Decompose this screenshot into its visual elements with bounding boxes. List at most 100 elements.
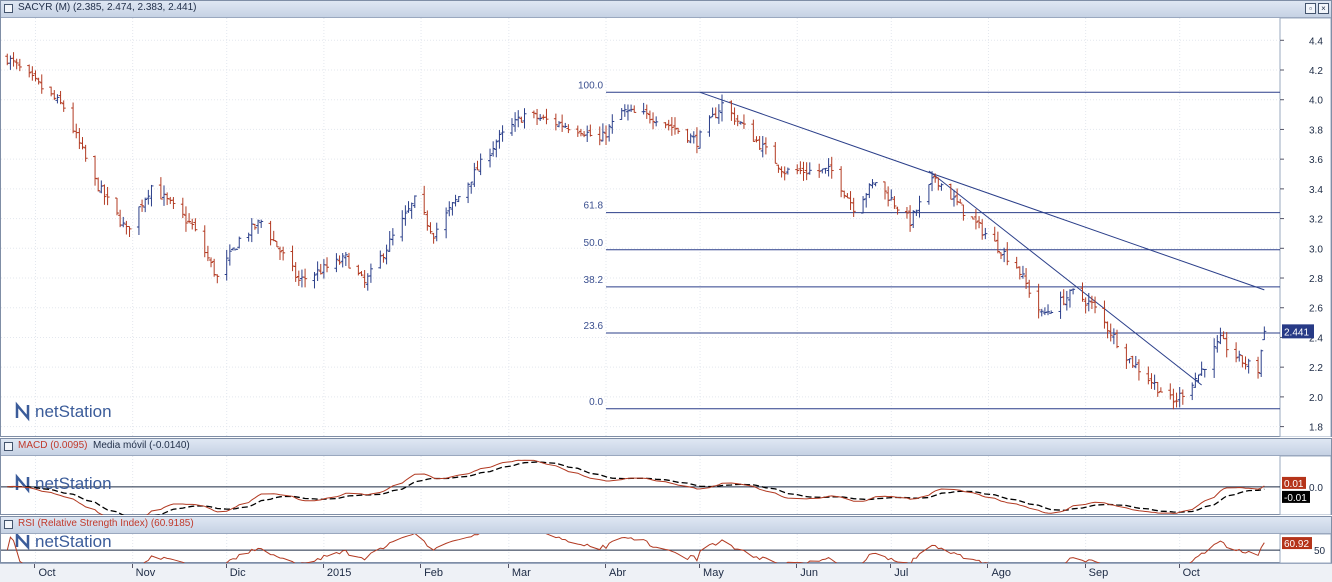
ohlc-bar bbox=[1171, 388, 1176, 410]
y-tick-label: 3.8 bbox=[1309, 125, 1323, 136]
ohlc-bar bbox=[973, 209, 978, 230]
ohlc-bar bbox=[1014, 256, 1019, 269]
ohlc-bar bbox=[930, 171, 935, 192]
ohlc-bar bbox=[36, 77, 41, 85]
trendline bbox=[928, 170, 1202, 386]
ohlc-bar bbox=[431, 232, 436, 244]
ohlc-bar bbox=[861, 196, 866, 214]
ohlc-bar bbox=[600, 123, 605, 142]
ohlc-bar bbox=[804, 162, 809, 181]
ohlc-bar bbox=[143, 197, 148, 213]
ohlc-bar bbox=[823, 167, 828, 174]
ohlc-bar bbox=[908, 205, 913, 232]
x-axis-tick bbox=[507, 564, 509, 568]
ohlc-bar bbox=[259, 219, 264, 228]
ohlc-bar bbox=[368, 263, 373, 283]
ohlc-bar bbox=[215, 274, 220, 284]
y-tick-label: 2.0 bbox=[1309, 393, 1323, 404]
y-tick-label: 2.4 bbox=[1309, 333, 1323, 344]
ohlc-bar bbox=[1105, 321, 1110, 339]
panel-icon[interactable] bbox=[4, 520, 13, 529]
ohlc-bar bbox=[180, 197, 185, 219]
ohlc-bar bbox=[425, 210, 430, 231]
ohlc-bar bbox=[472, 162, 477, 187]
ohlc-bar bbox=[1149, 373, 1154, 389]
x-axis-tick bbox=[131, 564, 133, 568]
fib-level-label: 50.0 bbox=[584, 238, 604, 249]
ohlc-bar bbox=[61, 100, 66, 112]
y-tick-label: 1.8 bbox=[1309, 423, 1323, 434]
ohlc-bar bbox=[798, 161, 803, 175]
ohlc-bar bbox=[779, 166, 784, 178]
ohlc-bar bbox=[209, 257, 214, 268]
signal-value-label: -0.01 bbox=[1284, 493, 1307, 504]
price-panel-title-bar: SACYR (M) (2.385, 2.474, 2.383, 2.441) ▫… bbox=[1, 1, 1331, 18]
ohlc-bar bbox=[607, 124, 612, 142]
y-tick-label: 3.6 bbox=[1309, 155, 1323, 166]
x-axis-label: Jul bbox=[894, 567, 909, 579]
ohlc-bar bbox=[271, 230, 276, 242]
y-axis-area bbox=[1279, 18, 1331, 437]
watermark-netstation: netStation bbox=[35, 534, 112, 551]
ohlc-bar bbox=[604, 125, 609, 145]
ohlc-bar bbox=[889, 189, 894, 201]
ohlc-bar bbox=[763, 137, 768, 155]
ohlc-bar bbox=[14, 58, 19, 70]
ohlc-bar bbox=[1262, 326, 1267, 341]
ohlc-bar bbox=[55, 94, 60, 104]
ohlc-bar bbox=[867, 183, 872, 199]
price-panel-title: SACYR (M) (2.385, 2.474, 2.383, 2.441) bbox=[18, 2, 197, 13]
ohlc-bar bbox=[466, 182, 471, 204]
ohlc-bar bbox=[983, 227, 988, 240]
ohlc-bar bbox=[995, 231, 1000, 254]
ohlc-bar bbox=[513, 112, 518, 132]
ohlc-bar bbox=[488, 148, 493, 168]
x-axis-label: Jun bbox=[800, 567, 818, 579]
ohlc-bar bbox=[1020, 265, 1025, 279]
ohlc-bar bbox=[1102, 300, 1107, 329]
ohlc-bar bbox=[77, 128, 82, 150]
ohlc-bar bbox=[171, 197, 176, 210]
ohlc-bar bbox=[622, 104, 627, 117]
panel-icon[interactable] bbox=[4, 442, 13, 451]
ohlc-bar bbox=[299, 269, 304, 288]
ohlc-bar bbox=[651, 112, 656, 130]
ohlc-bar bbox=[820, 168, 825, 174]
ohlc-bar bbox=[958, 199, 963, 204]
ohlc-bar bbox=[851, 197, 856, 218]
ohlc-bar bbox=[500, 125, 505, 142]
ohlc-bar bbox=[52, 90, 57, 101]
ohlc-bar bbox=[654, 116, 659, 127]
ohlc-bar bbox=[318, 263, 323, 275]
x-axis-tick bbox=[420, 564, 422, 568]
close-icon[interactable]: × bbox=[1318, 3, 1329, 14]
ohlc-bar bbox=[801, 161, 806, 181]
ohlc-bar bbox=[873, 182, 878, 187]
ohlc-bar bbox=[669, 117, 674, 136]
y-tick-label: 3.4 bbox=[1309, 185, 1323, 196]
ohlc-bar bbox=[296, 270, 301, 286]
ohlc-bar bbox=[428, 222, 433, 234]
trendline bbox=[699, 91, 1265, 291]
ohlc-bar bbox=[666, 119, 671, 131]
ohlc-bar bbox=[707, 115, 712, 137]
macd-panel-title-bar: MACD (0.0095) Media móvil (-0.0140) bbox=[1, 439, 1331, 456]
ohlc-bar bbox=[955, 188, 960, 206]
ohlc-bar bbox=[892, 196, 897, 209]
ohlc-bar bbox=[939, 183, 944, 191]
panel-icon[interactable] bbox=[4, 4, 13, 13]
ohlc-bar bbox=[1049, 310, 1054, 314]
fib-level-label: 38.2 bbox=[584, 275, 604, 286]
ohlc-bar bbox=[105, 186, 110, 206]
ohlc-bar bbox=[1193, 372, 1198, 388]
ohlc-bar bbox=[1224, 332, 1229, 358]
ohlc-bar bbox=[362, 270, 367, 288]
ohlc-bar bbox=[1005, 242, 1010, 266]
ohlc-bar bbox=[149, 184, 154, 207]
ohlc-bar bbox=[422, 185, 427, 215]
ohlc-bar bbox=[140, 199, 145, 212]
ohlc-bar bbox=[647, 110, 652, 124]
ohlc-bar bbox=[325, 257, 330, 273]
macd-panel: MACD (0.0095) Media móvil (-0.0140) netS… bbox=[0, 438, 1332, 515]
restore-icon[interactable]: ▫ bbox=[1305, 3, 1316, 14]
